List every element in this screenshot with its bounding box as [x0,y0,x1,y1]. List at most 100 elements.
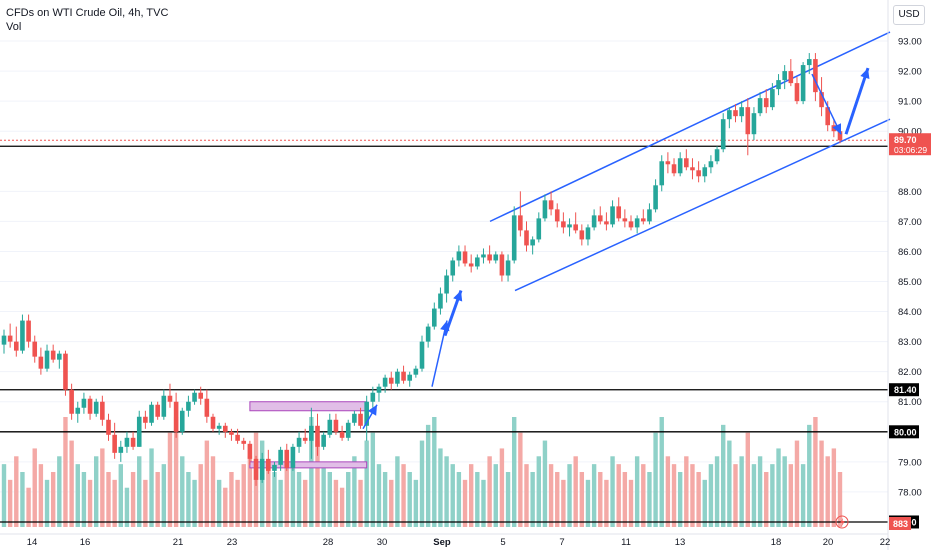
volume-bar [634,456,640,527]
candle-body [20,320,25,351]
volume-bar [389,479,394,527]
volume-bar [229,472,234,527]
volume-bar [591,464,597,527]
candle-body [677,158,683,174]
level-price-text: 80.00 [894,427,917,437]
time-tick-label: 21 [173,537,184,548]
volume-bar [512,417,517,527]
candle-body [782,71,787,81]
symbol-title: CFDs on WTI Crude Oil, 4h, TVC [6,7,169,19]
impulse-arrow-2 [443,290,463,337]
volume-bar [223,487,228,527]
price-tick-label: 82.00 [898,367,922,378]
candle-body [93,401,99,414]
volume-bar [161,464,167,527]
candle-body [610,206,615,225]
volume-bar [573,456,578,527]
candle-body [395,371,400,384]
price-tick-label: 78.00 [898,487,922,498]
price-tick-label: 81.00 [898,397,922,408]
candle-body [634,218,640,228]
volume-bar [44,479,50,527]
volume-bar [124,487,130,527]
volume-bar [278,479,283,527]
candle-body [407,374,413,381]
currency-button[interactable]: USD [893,5,925,25]
projection-arrows [362,67,870,430]
volume-bar [475,472,480,527]
volume-bar [653,432,658,527]
volume-bar [425,424,431,527]
candle-body [462,251,468,264]
volume-bar [462,479,468,527]
volume-bar [112,479,117,527]
volume-bar [358,479,363,527]
candle-body [345,422,351,438]
candle-body [32,341,38,357]
candle-body [247,443,253,459]
volume-bar [542,440,548,527]
volume-bar [530,472,535,527]
arrow-shaft [844,67,870,135]
candle-body [628,221,634,228]
volume-bar [468,464,474,527]
candle-body [155,404,160,417]
volume-bar [524,464,529,527]
volume-bar [364,440,369,527]
volume-bar [622,472,628,527]
candle-body [524,230,529,246]
time-tick-label: 13 [675,537,686,548]
candle-body [745,107,751,135]
volume-bar [819,440,824,527]
candle-body [475,257,480,267]
candle-body [149,404,154,423]
volume-bar [143,479,148,527]
volume-bar [321,464,326,527]
candle-body [235,434,240,441]
candle-body [579,230,585,240]
time-axis: 14 16 21 23 28 30 Sep 5 7 11 13 18 20 22 [0,515,890,548]
candle-body [321,434,326,447]
volume-bar [352,456,357,527]
time-tick-label: Sep [433,537,451,548]
volume-bar [339,487,345,527]
volume-bar [14,456,19,527]
candle-body [567,224,572,228]
candle-body [136,416,142,447]
volume-bar [50,472,56,527]
candle-body [241,440,247,444]
volume-bar [7,479,13,527]
candle-body [278,449,283,465]
chart-grid [0,40,888,493]
candle-body [81,398,87,408]
volume-bar [794,440,800,527]
volume-bar [69,440,74,527]
volume-bar [659,417,664,527]
volume-bar [800,464,806,527]
candle-body [653,185,658,210]
volume-bar [518,432,523,527]
chart-legend: CFDs on WTI Crude Oil, 4h, TVC Vol [6,6,168,34]
arrow-head [367,404,377,416]
volume-bar [210,456,216,527]
candle-body [536,218,542,240]
volume-bar [38,464,44,527]
candle-body [106,419,111,435]
time-tick-label: 20 [823,537,834,548]
volume-bar [376,464,382,527]
price-tick-label: 88.00 [898,187,922,198]
candle-body [554,209,560,222]
candle-body [26,320,31,342]
volume-bar [505,472,511,527]
volume-bar [290,464,296,527]
volume-bar [628,479,634,527]
candle-body [358,413,363,426]
candle-body [382,377,388,387]
candle-body [388,377,394,384]
time-tick-label: 28 [323,537,334,548]
candle-body [505,260,511,276]
candle-body [837,131,843,141]
level-price-tag [889,383,919,397]
volume-bar [1,464,7,527]
